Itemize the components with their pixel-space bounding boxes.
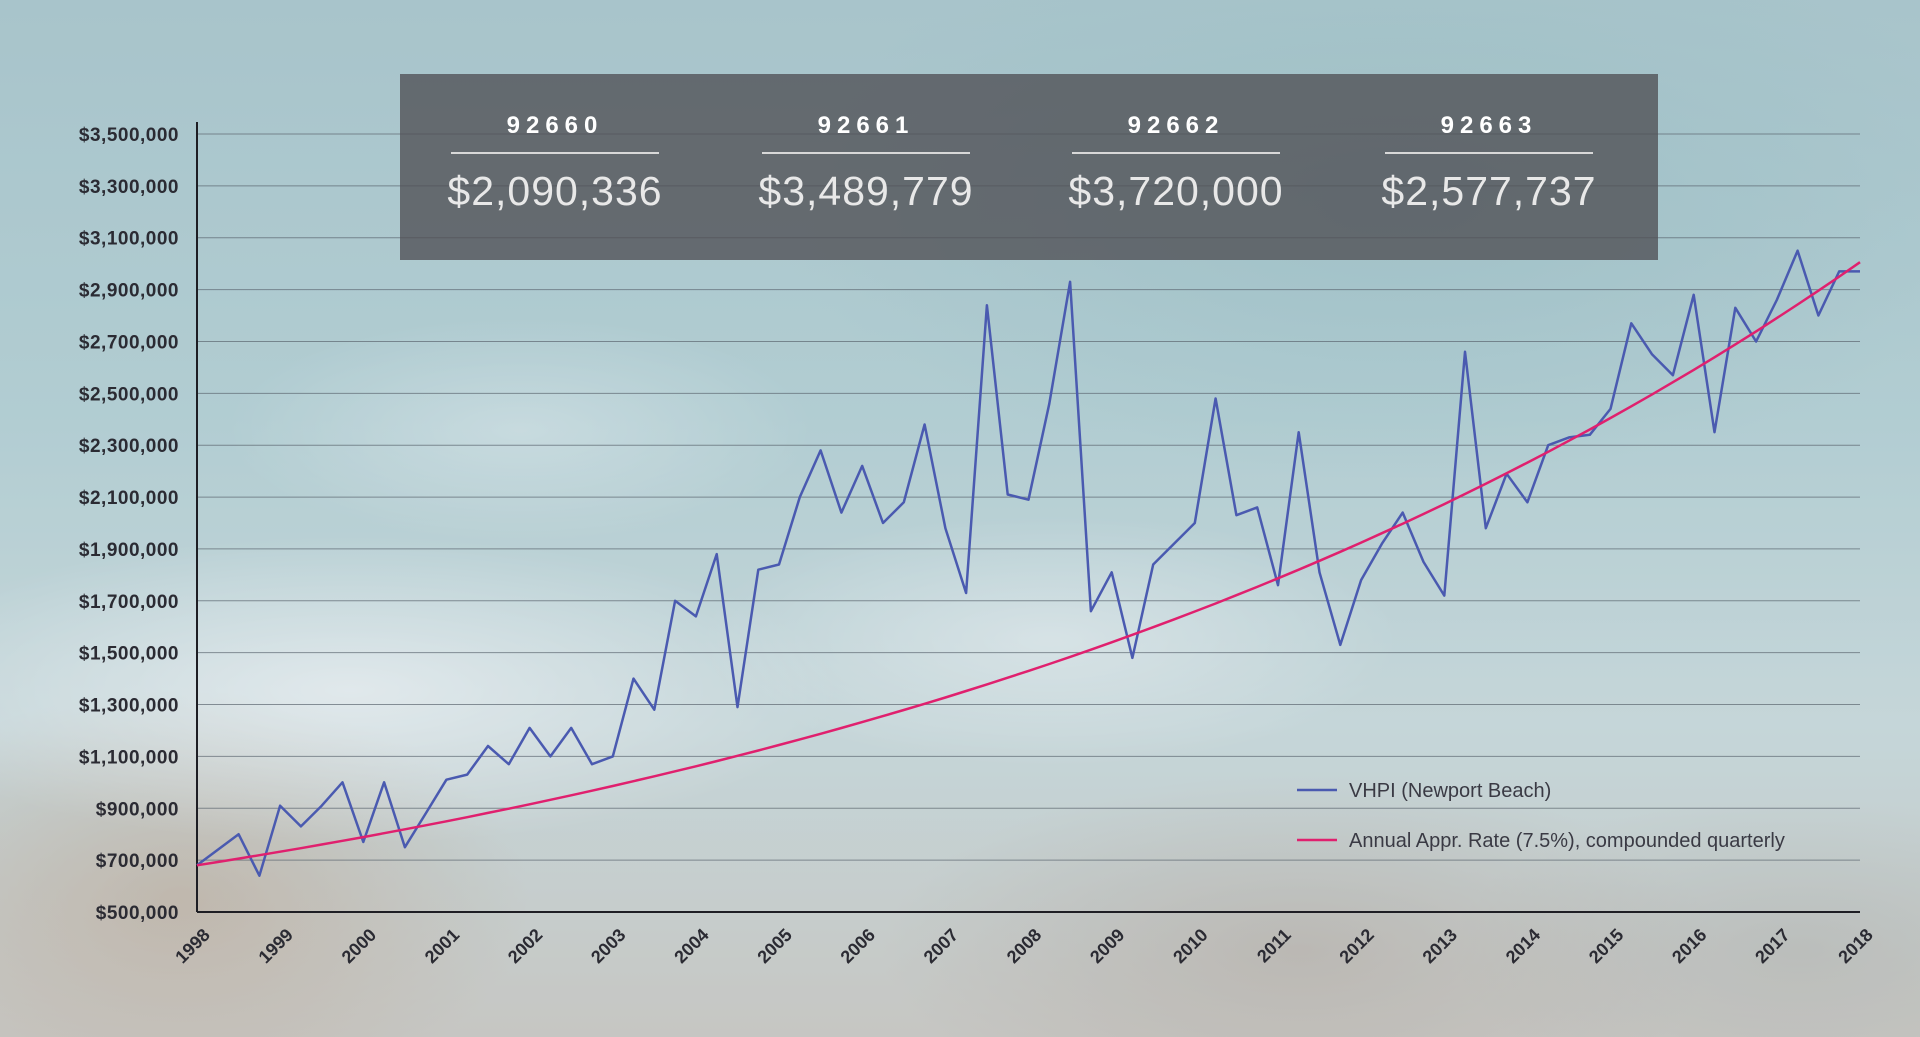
x-tick-label: 2002 [504, 925, 546, 967]
x-tick-label: 2018 [1834, 925, 1876, 967]
y-tick-label: $2,100,000 [79, 488, 179, 509]
zip-value: $2,577,737 [1381, 168, 1597, 214]
axes [196, 122, 1860, 913]
y-tick-label: $2,700,000 [79, 332, 179, 353]
x-tick-label: 2000 [338, 925, 380, 967]
x-tick-label: 2014 [1502, 925, 1544, 967]
zip-value: $3,720,000 [1068, 168, 1284, 214]
zip-code: 92663 [1440, 112, 1538, 139]
series-line-vhpi [196, 249, 1860, 877]
series-line-appr-rate [196, 261, 1861, 867]
legend-label-appr-rate: Annual Appr. Rate (7.5%), compounded qua… [1349, 830, 1785, 852]
x-tick-label: 2005 [753, 925, 795, 967]
y-tick-label: $900,000 [96, 799, 179, 820]
divider [1385, 152, 1593, 154]
legend-label-vhpi: VHPI (Newport Beach) [1349, 780, 1551, 802]
zip-card-92660: 92660 $2,090,336 [405, 74, 705, 215]
x-tick-label: 2017 [1751, 925, 1793, 967]
y-tick-label: $2,500,000 [79, 384, 179, 405]
x-tick-label: 2004 [670, 925, 712, 967]
y-tick-label: $1,300,000 [79, 696, 179, 717]
y-tick-label: $2,900,000 [79, 281, 179, 302]
x-tick-label: 2008 [1003, 925, 1045, 967]
y-tick-label: $1,900,000 [79, 540, 179, 561]
x-tick-label: 2001 [421, 925, 463, 967]
zip-card-92662: 92662 $3,720,000 [1026, 74, 1326, 215]
zip-code: 92661 [817, 112, 915, 139]
x-tick-label: 2013 [1419, 925, 1461, 967]
x-tick-label: 2015 [1585, 925, 1627, 967]
y-tick-label: $500,000 [96, 903, 179, 924]
x-tick-label: 2006 [837, 925, 879, 967]
series-lines [196, 249, 1861, 877]
x-tick-label: 2010 [1169, 925, 1211, 967]
x-tick-label: 2016 [1668, 925, 1710, 967]
divider [451, 152, 659, 154]
y-tick-label: $2,300,000 [79, 436, 179, 457]
zip-card-92663: 92663 $2,577,737 [1339, 74, 1639, 215]
x-tick-label: 2009 [1086, 925, 1128, 967]
y-tick-label: $1,500,000 [79, 644, 179, 665]
x-tick-label: 1999 [255, 925, 297, 967]
x-tick-label: 2003 [587, 925, 629, 967]
zip-value: $2,090,336 [447, 168, 663, 214]
x-tick-label: 2007 [920, 925, 962, 967]
zip-code: 92660 [506, 112, 604, 139]
x-tick-label: 2012 [1335, 925, 1377, 967]
zip-code: 92662 [1127, 112, 1225, 139]
y-tick-label: $1,700,000 [79, 592, 179, 613]
legend: VHPI (Newport Beach) Annual Appr. Rate (… [1297, 780, 1785, 852]
y-axis-ticks: $500,000 $700,000 $900,000 $1,100,000 $1,300… [79, 125, 179, 924]
zip-summary-panel: 92660 $2,090,336 92661 $3,489,779 92662 … [400, 74, 1658, 260]
y-tick-label: $3,100,000 [79, 229, 179, 250]
y-tick-label: $3,300,000 [79, 177, 179, 198]
zip-value: $3,489,779 [758, 168, 974, 214]
x-axis-ticks: 1998 1999 2000 2001 2002 2003 2004 2005 2006 2007… [171, 925, 1876, 967]
x-tick-label: 1998 [171, 925, 213, 967]
divider [762, 152, 970, 154]
zip-card-92661: 92661 $3,489,779 [716, 74, 1016, 215]
y-tick-label: $1,100,000 [79, 747, 179, 768]
y-tick-label: $700,000 [96, 851, 179, 872]
x-tick-label: 2011 [1253, 925, 1295, 967]
divider [1072, 152, 1280, 154]
y-tick-label: $3,500,000 [79, 125, 179, 146]
